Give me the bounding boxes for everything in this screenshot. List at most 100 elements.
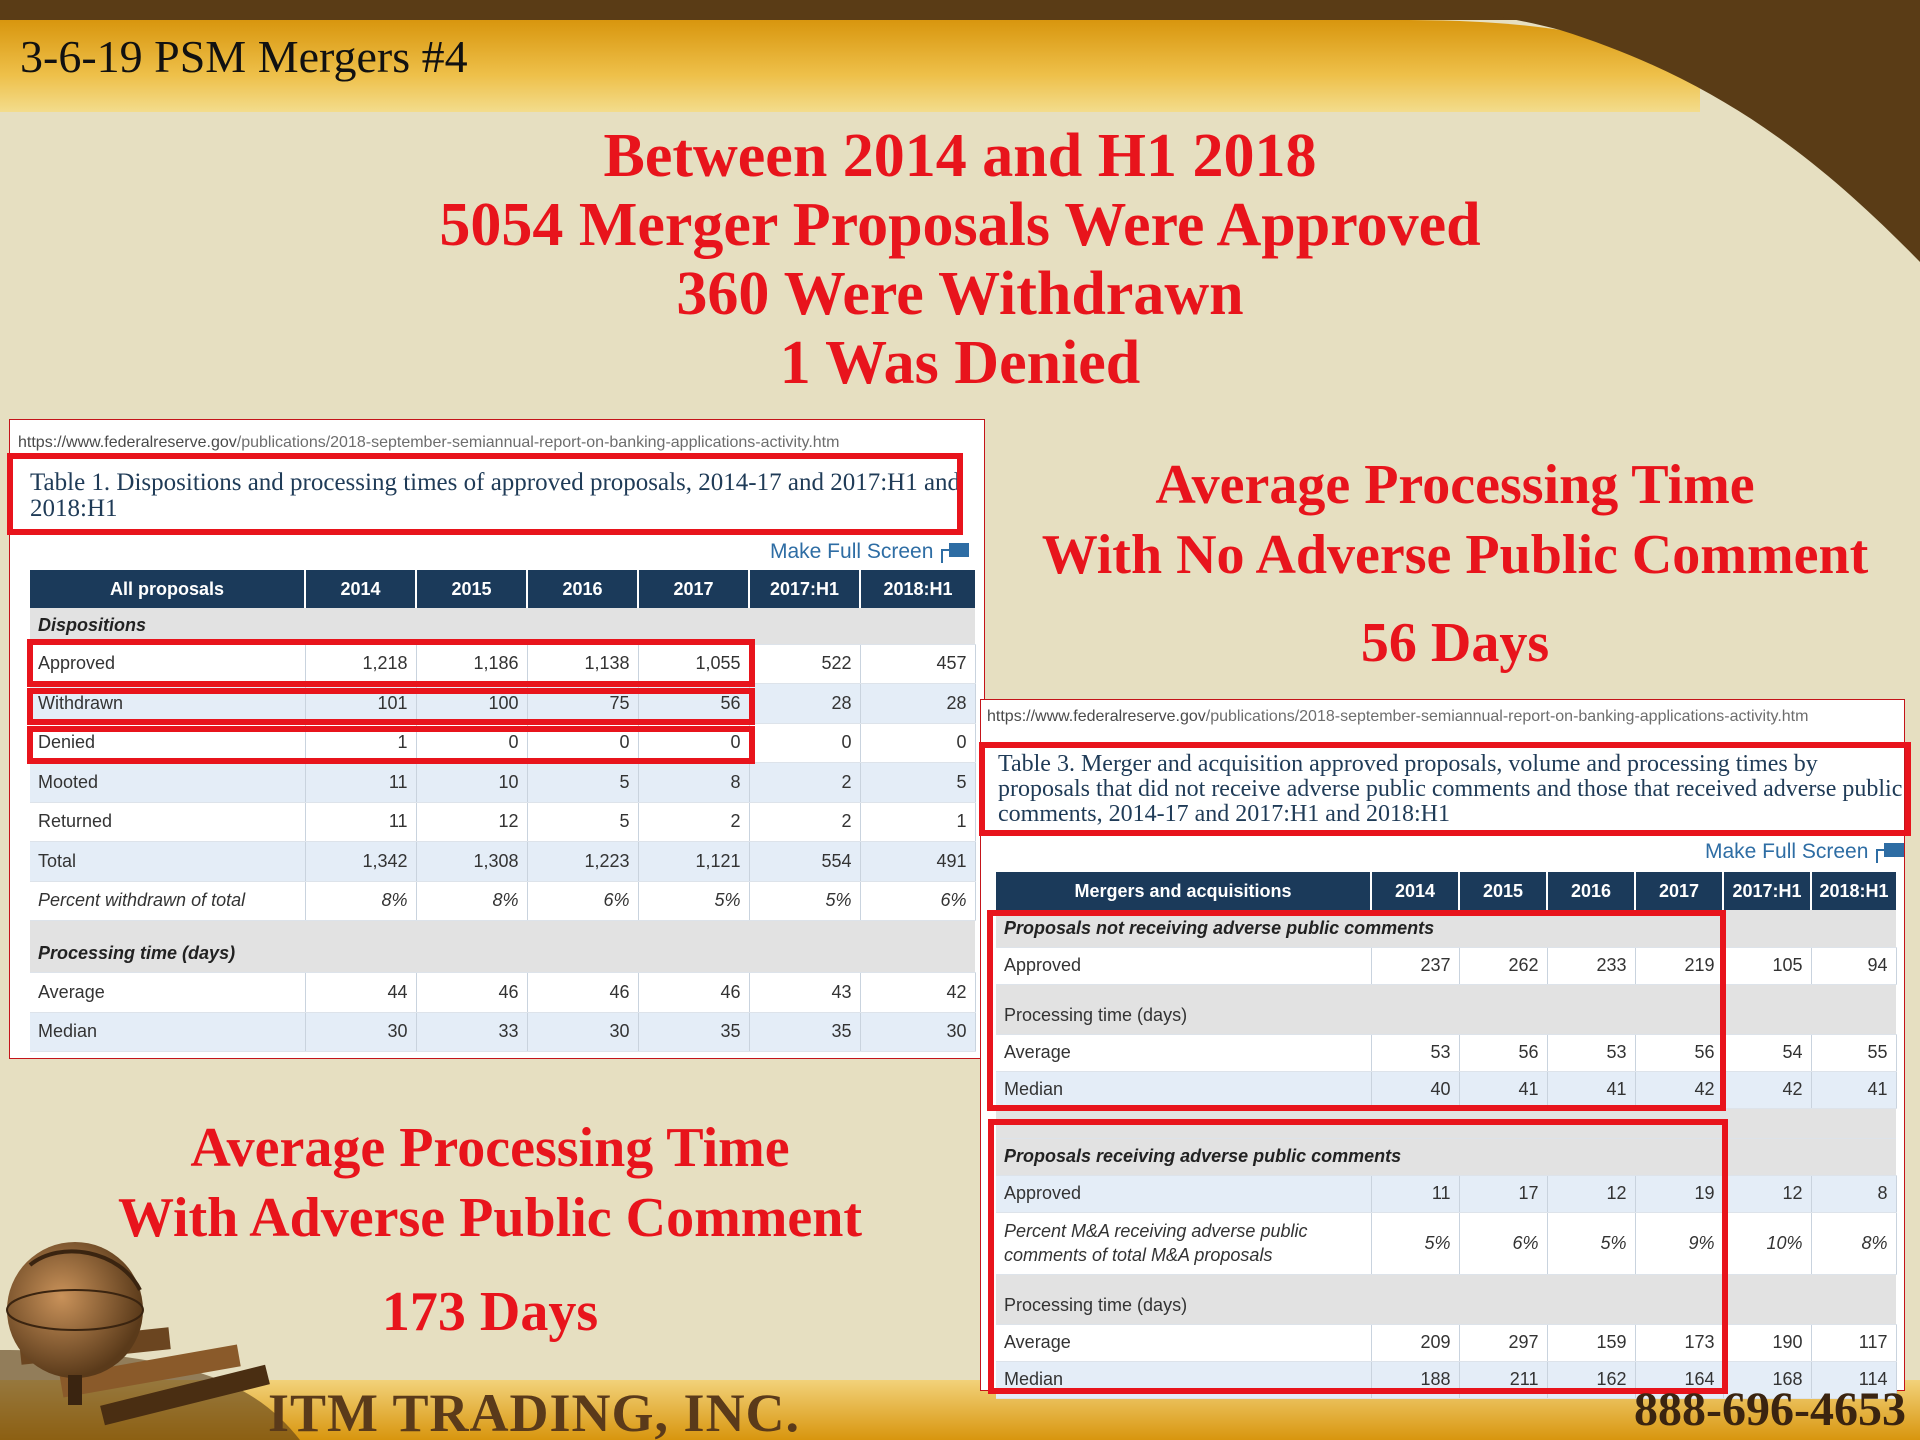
row-label: Average [996, 1324, 1372, 1362]
cell: 162 [1547, 1361, 1636, 1399]
cell: 101 [305, 683, 417, 724]
cell: 5% [1547, 1212, 1636, 1275]
callout-no-adverse: Average Processing Time With No Adverse … [1005, 450, 1905, 678]
row-label: Approved [996, 1175, 1372, 1213]
cell: 117 [1811, 1324, 1897, 1362]
table-row: Percent M&A receiving adverse public com… [996, 1212, 1897, 1275]
row-label-text: Percent M&A receiving adverse public com… [1004, 1221, 1308, 1265]
table3: Mergers and acquisitions 2014 2015 2016 … [996, 872, 1897, 1399]
table1-fullscreen-link[interactable]: Make Full Screen [770, 540, 970, 564]
fullscreen-icon [941, 543, 970, 563]
column-header: 2015 [416, 570, 528, 608]
cell: 8% [305, 881, 417, 921]
cell: 491 [860, 841, 976, 882]
cell: 42 [860, 972, 976, 1013]
table-row: Average 53 56 53 56 54 55 [996, 1034, 1897, 1072]
spacer-cell [996, 1108, 1896, 1139]
cell: 5 [860, 762, 976, 803]
cell: 46 [527, 972, 639, 1013]
table1-url[interactable]: https://www.federalreserve.gov/publicati… [18, 434, 839, 452]
company-name: ITM TRADING, INC. [268, 1383, 801, 1440]
cell: 211 [1459, 1361, 1548, 1399]
cell: 2 [638, 802, 750, 842]
table1-url-domain: https://www.federalreserve.gov [18, 434, 237, 451]
cell: 28 [749, 683, 861, 724]
cell: 554 [749, 841, 861, 882]
cell: 9% [1635, 1212, 1724, 1275]
cell: 10 [416, 762, 528, 803]
cell: 209 [1371, 1324, 1460, 1362]
cell: 35 [749, 1012, 861, 1052]
column-header: 2018:H1 [860, 570, 975, 608]
cell: 12 [1723, 1175, 1812, 1213]
cell: 1,308 [416, 841, 528, 882]
column-header: 2015 [1459, 872, 1548, 910]
table-row: Median 30 33 30 35 35 30 [30, 1012, 976, 1052]
cell: 46 [638, 972, 750, 1013]
column-header: 2017:H1 [1723, 872, 1812, 910]
cell: 100 [416, 683, 528, 724]
callout-adverse: Average Processing Time With Adverse Pub… [40, 1113, 940, 1347]
table-row: Median 40 41 41 42 42 41 [996, 1071, 1897, 1109]
table3-panel: https://www.federalreserve.gov/publicati… [980, 699, 1905, 1399]
table3-url[interactable]: https://www.federalreserve.gov/publicati… [987, 708, 1808, 726]
cell: 28 [860, 683, 976, 724]
row-label: Percent withdrawn of total [30, 881, 306, 921]
cell: 30 [860, 1012, 976, 1052]
section-row: Processing time (days) [996, 1274, 1896, 1325]
callout-no-adverse-days: 56 Days [1360, 612, 1550, 674]
section-row: Processing time (days) [996, 984, 1896, 1035]
cell: 11 [305, 762, 417, 803]
cell: 159 [1547, 1324, 1636, 1362]
table-header-row: Mergers and acquisitions 2014 2015 2016 … [996, 872, 1896, 910]
row-label: Mooted [30, 762, 306, 803]
cell: 55 [1811, 1034, 1897, 1072]
table-row: Mooted 11 10 5 8 2 5 [30, 762, 976, 803]
cell: 11 [305, 802, 417, 842]
headline: Between 2014 and H1 2018 5054 Merger Pro… [330, 122, 1590, 398]
table-row: Total 1,342 1,308 1,223 1,121 554 491 [30, 841, 976, 882]
cell: 41 [1811, 1071, 1897, 1109]
cell: 53 [1547, 1034, 1636, 1072]
cell: 56 [1459, 1034, 1548, 1072]
cell: 40 [1371, 1071, 1460, 1109]
cell: 1,218 [305, 644, 417, 684]
cell: 17 [1459, 1175, 1548, 1213]
row-label: Median [30, 1012, 306, 1052]
table-row: Approved 237 262 233 219 105 94 [996, 947, 1897, 985]
callout-no-adverse-line-1: Average Processing Time [1155, 454, 1755, 516]
cell: 54 [1723, 1034, 1812, 1072]
table-row: Average 209 297 159 173 190 117 [996, 1324, 1897, 1362]
table1-fullscreen-label: Make Full Screen [770, 540, 934, 563]
table-row: Approved 1,218 1,186 1,138 1,055 522 457 [30, 644, 976, 684]
cell: 173 [1635, 1324, 1724, 1362]
cell: 43 [749, 972, 861, 1013]
cell: 56 [638, 683, 750, 724]
cell: 219 [1635, 947, 1724, 985]
table3-caption: Table 3. Merger and acquisition approved… [998, 751, 1903, 827]
table3-fullscreen-link[interactable]: Make Full Screen [1705, 840, 1905, 864]
cell: 262 [1459, 947, 1548, 985]
section-row: Proposals receiving adverse public comme… [996, 1138, 1896, 1176]
callout-adverse-days: 173 Days [381, 1281, 599, 1343]
row-label: Denied [30, 723, 306, 763]
table1-panel: https://www.federalreserve.gov/publicati… [9, 419, 985, 1059]
column-header: Mergers and acquisitions [996, 872, 1372, 910]
table-row: Approved 11 17 12 19 12 8 [996, 1175, 1897, 1213]
cell: 168 [1723, 1361, 1812, 1399]
cell: 1 [860, 802, 976, 842]
section-label: Processing time (days) [996, 984, 1896, 1035]
cell: 41 [1547, 1071, 1636, 1109]
column-header: 2017 [638, 570, 750, 608]
table1: All proposals 2014 2015 2016 2017 2017:H… [30, 570, 976, 1052]
section-row: Proposals not receiving adverse public c… [996, 910, 1896, 948]
cell: 75 [527, 683, 639, 724]
section-label: Processing time (days) [30, 920, 975, 973]
cell: 8% [416, 881, 528, 921]
cell: 8% [1811, 1212, 1897, 1275]
column-header: 2014 [305, 570, 417, 608]
cell: 5 [527, 762, 639, 803]
column-header: 2017 [1635, 872, 1724, 910]
callout-adverse-line-1: Average Processing Time [190, 1117, 790, 1179]
cell: 1,223 [527, 841, 639, 882]
